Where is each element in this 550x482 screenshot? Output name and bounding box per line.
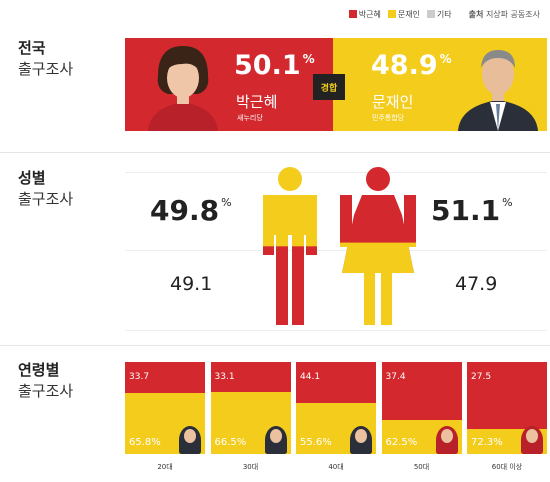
- age-category-label: 20대: [157, 463, 173, 471]
- gender-line-mid: [125, 250, 547, 251]
- age-bar-portrait: [435, 426, 458, 454]
- age-bar-park-segment: [210, 362, 291, 393]
- divider-2: [0, 345, 550, 346]
- age-bar-portrait: [179, 426, 201, 454]
- national-moon-party: 민주통합당: [372, 114, 405, 122]
- age-bar-portrait: [264, 426, 287, 454]
- national-park-name: 박근혜: [236, 93, 278, 111]
- age-bar-4: 27.5 72.3%: [467, 362, 547, 454]
- age-bar-bottom-label: 66.5%: [214, 437, 247, 448]
- gender-line-top: [125, 172, 547, 173]
- age-bar-0: 33.7 65.8%: [125, 362, 205, 454]
- age-bar-bottom-label: 72.3%: [471, 437, 503, 448]
- age-bar-portrait: [521, 426, 543, 454]
- age-category-label: 40대: [328, 463, 344, 471]
- age-bar-bottom-label: 55.6%: [300, 437, 332, 448]
- legend: 박근혜 문재인 기타 출처 지상파 공동조사: [348, 9, 540, 20]
- park-portrait: [148, 46, 218, 131]
- legend-item-park: 박근혜: [348, 9, 381, 20]
- age-bar-top-label: 33.1: [214, 372, 235, 382]
- gender-line-bottom: [125, 330, 547, 331]
- legend-swatch-park: [348, 10, 357, 18]
- female-moon-pct: 51.1%: [431, 194, 513, 227]
- age-bar-top-label: 37.4: [385, 372, 406, 382]
- national-moon-pct: 48.9%: [371, 50, 452, 81]
- female-park-pct: 47.9: [455, 273, 498, 295]
- age-bar-park-segment: [467, 362, 547, 429]
- age-bar-park-segment: [381, 362, 462, 420]
- age-bar-top-label: 27.5: [471, 372, 492, 382]
- legend-swatch-moon: [387, 10, 396, 18]
- age-bar-portrait: [350, 426, 372, 454]
- age-category-label: 30대: [242, 463, 259, 471]
- age-bar-1: 33.1 66.5%: [210, 362, 291, 454]
- age-bar-park-segment: [296, 362, 376, 403]
- divider-1: [0, 152, 550, 153]
- national-moon-name: 문재인: [372, 93, 414, 111]
- age-category-label: 50대: [413, 463, 430, 471]
- male-moon-pct: 49.1: [170, 273, 213, 295]
- gender-section-title: 성별 출구조사: [18, 169, 74, 208]
- age-bar-bottom-label: 62.5%: [385, 437, 418, 448]
- age-bar-park-segment: [125, 362, 205, 393]
- age-bar-top-label: 44.1: [300, 372, 321, 382]
- national-section-title: 전국 출구조사: [18, 39, 74, 78]
- age-bar-bottom-label: 65.8%: [129, 437, 161, 448]
- age-bar-2: 44.1 55.6%: [296, 362, 376, 454]
- source-note: 출처 지상파 공동조사: [468, 10, 540, 19]
- age-chart: 33.7 65.8% 20대 33.1 66.5% 30대 44.1 55.6% 40대 37.4…: [125, 362, 547, 472]
- age-category-label: 60대 이상: [491, 463, 523, 471]
- male-park-pct: 49.8%: [150, 194, 232, 227]
- national-park-party: 새누리당: [237, 114, 263, 122]
- age-section-title: 연령별 출구조사: [18, 361, 74, 400]
- close-race-badge: 경합: [313, 74, 345, 100]
- age-bar-3: 37.4 62.5%: [381, 362, 462, 454]
- female-figure-icon: [340, 167, 416, 325]
- age-bar-top-label: 33.7: [129, 372, 150, 382]
- legend-swatch-other: [426, 10, 435, 18]
- moon-portrait: [458, 50, 538, 131]
- male-figure-icon: [263, 167, 317, 325]
- legend-item-moon: 문재인: [387, 9, 420, 20]
- national-park-pct: 50.1%: [234, 50, 315, 81]
- legend-item-other: 기타: [426, 9, 452, 20]
